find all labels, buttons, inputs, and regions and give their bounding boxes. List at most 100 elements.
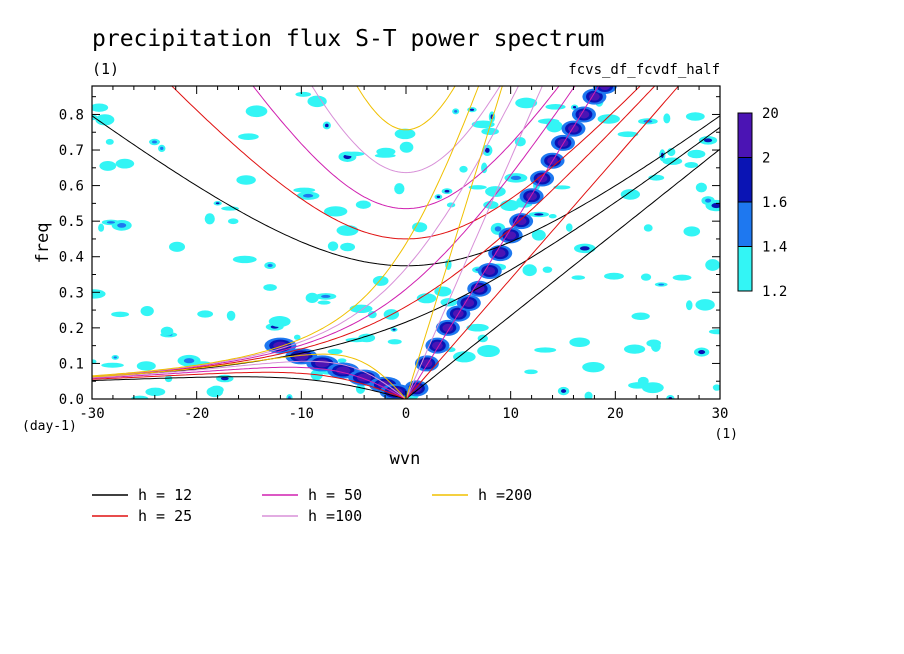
power-patch [145, 387, 166, 397]
x-tick-label: -10 [289, 406, 314, 422]
dispersion-line [92, 371, 407, 399]
power-patch [327, 348, 343, 355]
power-patch [236, 175, 256, 185]
power-patch-core [303, 193, 314, 198]
power-patch-core [152, 140, 157, 144]
power-patch-core [572, 106, 577, 109]
power-patch [663, 113, 671, 124]
power-patch [349, 304, 373, 314]
y-tick-label: 0.0 [59, 392, 84, 408]
power-patch-core [444, 189, 450, 193]
power-patch [337, 358, 347, 363]
ridge-core [336, 366, 351, 375]
power-patch [169, 241, 186, 252]
dispersion-line [405, 86, 680, 399]
colorbar-swatch [737, 112, 753, 158]
y-tick-label: 0.6 [59, 179, 84, 195]
power-patch [667, 147, 676, 157]
ridge-core [578, 110, 590, 119]
dispersion-line [405, 86, 503, 399]
ridge-core [599, 86, 611, 90]
power-patch [524, 369, 538, 375]
power-patch [226, 310, 236, 321]
dispersion-line [92, 86, 480, 377]
power-patch-core [698, 350, 706, 355]
legend: h = 12 h = 25 h = 50 h =100 h =200 [92, 486, 532, 525]
power-patch-core [579, 246, 590, 251]
power-patch [115, 158, 135, 169]
power-patch [99, 161, 117, 171]
power-patch-core [494, 226, 502, 232]
legend-label: h = 50 [308, 486, 362, 504]
ridge-core [557, 138, 569, 147]
power-patch [416, 293, 437, 304]
power-patch [399, 141, 414, 153]
power-patch [617, 131, 639, 138]
power-patch [471, 120, 495, 129]
x-axis-label: wvn [390, 449, 421, 469]
power-patch [232, 255, 257, 264]
y-tick-label: 0.4 [59, 250, 84, 266]
power-patch [440, 297, 458, 307]
power-patch-core [288, 396, 291, 399]
chart-title: precipitation flux S-T power spectrum [92, 26, 604, 52]
power-patch-core [106, 221, 116, 224]
dispersion-line [405, 86, 543, 399]
power-patch [685, 112, 705, 121]
power-patch [387, 339, 402, 345]
power-patch-core [321, 294, 331, 298]
power-patch [466, 323, 489, 332]
dispersion-line [92, 86, 656, 378]
power-patch [548, 214, 557, 219]
power-patch-core [534, 213, 544, 216]
x-tick-label: -20 [184, 406, 209, 422]
dispersion-line [92, 360, 407, 399]
power-patch [355, 200, 371, 209]
power-patch [684, 162, 699, 169]
power-patch [140, 305, 154, 317]
power-patch [631, 312, 650, 320]
power-patch [565, 223, 573, 232]
y-tick-label: 0.8 [59, 107, 84, 123]
power-patch-core [658, 283, 665, 286]
power-patch [101, 362, 124, 368]
dispersion-line [92, 86, 520, 377]
power-patch [468, 185, 487, 190]
y-axis-units: (day-1) [22, 419, 77, 434]
power-patch [515, 97, 538, 109]
power-patch [481, 162, 488, 174]
y-tick-label: 0.1 [59, 356, 84, 372]
y-tick-label: 0.7 [59, 143, 84, 159]
power-patch [534, 347, 557, 353]
colorbar-swatch [737, 201, 753, 247]
power-patch [500, 199, 520, 211]
x-tick-label: -30 [79, 406, 104, 422]
power-patch [453, 351, 476, 363]
power-patch-core [711, 203, 720, 209]
dispersion-line [92, 86, 576, 377]
power-patch [705, 259, 720, 271]
dispersion-line [92, 366, 407, 399]
power-patch [111, 311, 130, 318]
legend-label: h = 12 [138, 486, 192, 504]
power-contours [92, 86, 720, 399]
power-patch [546, 120, 563, 133]
y-tick-label: 0.3 [59, 285, 84, 301]
power-patch [92, 103, 109, 112]
power-patch [206, 386, 223, 398]
power-patch [340, 242, 356, 252]
power-patch [323, 206, 348, 217]
power-patch [270, 316, 288, 326]
colorbar: 1.2 1.4 1.6 2 20 [737, 106, 787, 300]
power-patch [305, 292, 319, 304]
colorbar-swatch [737, 157, 753, 203]
power-patch-core [183, 358, 195, 364]
power-patch [327, 241, 339, 251]
power-patch [628, 382, 648, 389]
power-patch [98, 223, 105, 232]
power-patch [336, 225, 359, 236]
power-patch [686, 300, 693, 311]
power-patch [358, 333, 376, 343]
dispersion-line [356, 86, 456, 131]
